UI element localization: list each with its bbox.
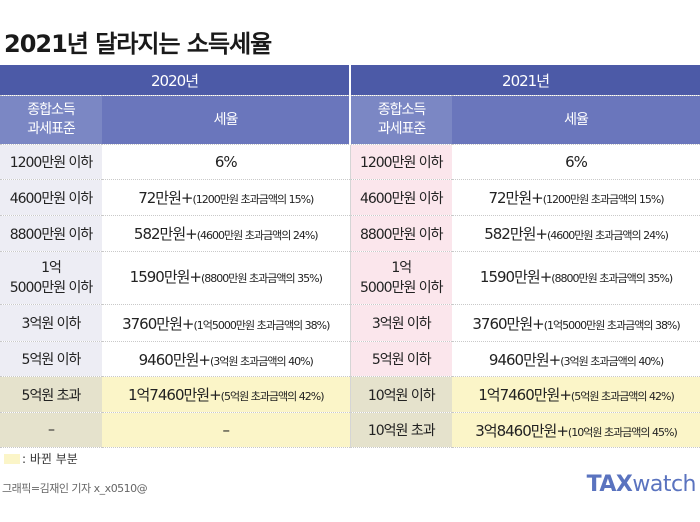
bracket-2020-cell: 1200만원 이하 bbox=[0, 144, 102, 180]
year-2020-header: 2020년 bbox=[0, 65, 352, 96]
bracket-line1: 1억 bbox=[41, 260, 62, 276]
bracket-header-line1: 종합소득 bbox=[377, 102, 427, 118]
rate-2021-cell: 72만원+(1200만원 초과금액의 15%) bbox=[452, 179, 700, 216]
bracket-line2: 5000만원 이하 bbox=[9, 280, 94, 296]
rate-note: (8800만원 초과금액의 35%) bbox=[201, 272, 323, 285]
rate-main: 6% bbox=[214, 153, 238, 171]
bracket-line2: 5000만원 이하 bbox=[359, 280, 444, 296]
rate-main: 1억7460만원+ bbox=[478, 386, 572, 404]
logo-tax: TAX bbox=[586, 472, 633, 497]
rate-2020-cell: – bbox=[102, 412, 351, 448]
rate-2020-cell: 72만원+(1200만원 초과금액의 15%) bbox=[102, 179, 351, 216]
rate-note: (5억원 초과금액의 42%) bbox=[220, 390, 325, 403]
table-row: 5억원 초과 1억7460만원+(5억원 초과금액의 42%) 10억원 이하 … bbox=[0, 376, 700, 413]
bracket-header-2020: 종합소득 과세표준 bbox=[0, 95, 102, 145]
bracket-2021-cell: 10억원 초과 bbox=[350, 412, 453, 448]
rate-main: 9460만원+ bbox=[488, 350, 561, 369]
tax-rate-table: 2020년 2021년 종합소득 과세표준 세율 종합소득 과세표준 세율 12… bbox=[0, 65, 700, 448]
rate-main: 1590만원+ bbox=[479, 268, 552, 286]
rate-main: 3760만원+ bbox=[472, 314, 544, 333]
rate-2021-cell: 9460만원+(3억원 초과금액의 40%) bbox=[452, 341, 700, 377]
rate-2021-cell: 6% bbox=[452, 144, 700, 180]
rate-2021-cell: 3억8460만원+(10억원 초과금액의 45%) bbox=[452, 412, 700, 448]
year-2021-header: 2021년 bbox=[350, 65, 700, 96]
bracket-header-line1: 종합소득 bbox=[27, 102, 76, 118]
rate-note: (5억원 초과금액의 42%) bbox=[570, 390, 675, 403]
bracket-2020-cell: 3억원 이하 bbox=[0, 304, 102, 342]
rate-main: 582만원+ bbox=[133, 225, 198, 243]
bracket-header-line2: 과세표준 bbox=[27, 121, 76, 137]
rate-main: 1억7460만원+ bbox=[127, 386, 222, 404]
bracket-header-line2: 과세표준 bbox=[377, 121, 427, 137]
rate-2020-cell: 1590만원+(8800만원 초과금액의 35%) bbox=[102, 251, 351, 305]
rate-note: (1억5000만원 초과금액의 38%) bbox=[543, 318, 681, 332]
bracket-2020-cell: – bbox=[0, 412, 102, 448]
rate-note: (8800만원 초과금액의 35%) bbox=[551, 272, 673, 285]
page-title: 2021년 달라지는 소득세율 bbox=[4, 30, 272, 58]
logo-watch: watch bbox=[632, 472, 696, 497]
rate-2021-cell: 1590만원+(8800만원 초과금액의 35%) bbox=[452, 251, 700, 305]
rate-header-2020: 세율 bbox=[102, 95, 352, 145]
rate-2021-cell: 1억7460만원+(5억원 초과금액의 42%) bbox=[452, 376, 700, 413]
rate-main: 6% bbox=[565, 153, 588, 171]
rate-main: 582만원+ bbox=[484, 225, 548, 243]
rate-note: (10억원 초과금액의 45%) bbox=[567, 425, 678, 439]
rate-note: (3억원 초과금액의 40%) bbox=[560, 354, 664, 368]
rate-2020-cell: 1억7460만원+(5억원 초과금액의 42%) bbox=[102, 376, 351, 413]
rate-note: (4600만원 초과금액의 24%) bbox=[547, 229, 669, 242]
table-row: 5억원 이하 9460만원+(3억원 초과금액의 40%) 5억원 이하 946… bbox=[0, 341, 700, 377]
bracket-2020-cell: 1억 5000만원 이하 bbox=[0, 251, 102, 305]
rate-main: 3760만원+ bbox=[122, 314, 194, 333]
credit-text: 그래픽=김재인 기자 x_x0510@ bbox=[2, 482, 148, 495]
bracket-2021-cell: 1억 5000만원 이하 bbox=[350, 251, 453, 305]
bracket-line1: 1억 bbox=[391, 260, 412, 276]
rate-2020-cell: 6% bbox=[102, 144, 351, 180]
legend-label: : 바뀐 부분 bbox=[22, 452, 78, 466]
bracket-2020-cell: 8800만원 이하 bbox=[0, 215, 102, 252]
rate-note: (4600만원 초과금액의 24%) bbox=[196, 229, 319, 242]
bracket-2021-cell: 4600만원 이하 bbox=[350, 179, 453, 216]
rate-2021-cell: 582만원+(4600만원 초과금액의 24%) bbox=[452, 215, 700, 252]
table-row: – – 10억원 초과 3억8460만원+(10억원 초과금액의 45%) bbox=[0, 412, 700, 448]
rate-2021-cell: 3760만원+(1억5000만원 초과금액의 38%) bbox=[452, 304, 700, 342]
bracket-2021-cell: 1200만원 이하 bbox=[350, 144, 453, 180]
rate-2020-cell: 582만원+(4600만원 초과금액의 24%) bbox=[102, 215, 351, 252]
rate-note: (1200만원 초과금액의 15%) bbox=[192, 193, 314, 206]
rate-note: (1억5000만원 초과금액의 38%) bbox=[193, 318, 330, 332]
rate-2020-cell: 9460만원+(3억원 초과금액의 40%) bbox=[102, 341, 351, 377]
bracket-2020-cell: 5억원 이하 bbox=[0, 341, 102, 377]
table-row: 3억원 이하 3760만원+(1억5000만원 초과금액의 38%) 3억원 이… bbox=[0, 304, 700, 342]
rate-main: 72만원+ bbox=[488, 189, 543, 207]
bracket-header-2021: 종합소득 과세표준 bbox=[350, 95, 453, 145]
bracket-2021-cell: 5억원 이하 bbox=[350, 341, 453, 377]
rate-note: (1200만원 초과금액의 15%) bbox=[542, 193, 665, 206]
table-row: 8800만원 이하 582만원+(4600만원 초과금액의 24%) 8800만… bbox=[0, 215, 700, 252]
rate-main: – bbox=[222, 421, 230, 439]
table-row: 1200만원 이하 6% 1200만원 이하 6% bbox=[0, 144, 700, 180]
legend-swatch bbox=[4, 453, 20, 464]
bracket-2021-cell: 8800만원 이하 bbox=[350, 215, 453, 252]
bracket-2020-cell: 4600만원 이하 bbox=[0, 179, 102, 216]
rate-note: (3억원 초과금액의 40%) bbox=[209, 354, 314, 368]
rate-main: 72만원+ bbox=[138, 189, 193, 207]
rate-2020-cell: 3760만원+(1억5000만원 초과금액의 38%) bbox=[102, 304, 351, 342]
rate-main: 9460만원+ bbox=[138, 350, 211, 369]
bracket-2021-cell: 3억원 이하 bbox=[350, 304, 453, 342]
rate-main: 1590만원+ bbox=[129, 268, 202, 286]
bracket-2021-cell: 10억원 이하 bbox=[350, 376, 453, 413]
legend: : 바뀐 부분 bbox=[4, 450, 78, 467]
table-row: 4600만원 이하 72만원+(1200만원 초과금액의 15%) 4600만원… bbox=[0, 179, 700, 216]
rate-header-2021: 세율 bbox=[452, 95, 700, 145]
rate-main: 3억8460만원+ bbox=[475, 421, 569, 440]
bracket-2020-cell: 5억원 초과 bbox=[0, 376, 102, 413]
table-row: 1억 5000만원 이하 1590만원+(8800만원 초과금액의 35%) 1억… bbox=[0, 251, 700, 305]
taxwatch-logo: TAXwatch bbox=[586, 472, 697, 497]
